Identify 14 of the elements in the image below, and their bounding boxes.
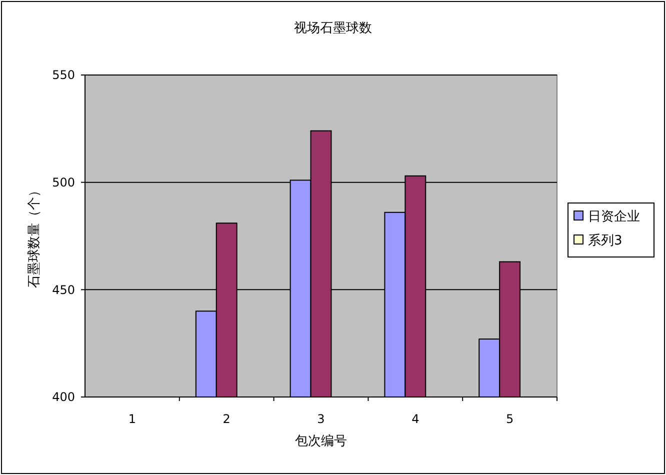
y-tick-label: 400 [52,390,75,404]
y-tick-label: 550 [52,68,75,82]
x-tick-label: 3 [317,412,325,426]
y-tick-label: 500 [52,176,75,190]
y-axis-title: 石墨球数量（个） [27,184,42,288]
x-axis-title: 包次编号 [295,434,347,449]
x-tick-label: 4 [412,412,420,426]
y-tick-label: 450 [52,282,75,297]
x-tick-label: 5 [506,412,514,426]
x-tick-label: 2 [222,412,230,426]
x-tick-label: 1 [128,412,136,426]
chart-title: 视场石墨球数 [294,21,372,36]
legend-label: 日资企业 [588,210,640,225]
legend-label: 系列3 [588,234,622,249]
